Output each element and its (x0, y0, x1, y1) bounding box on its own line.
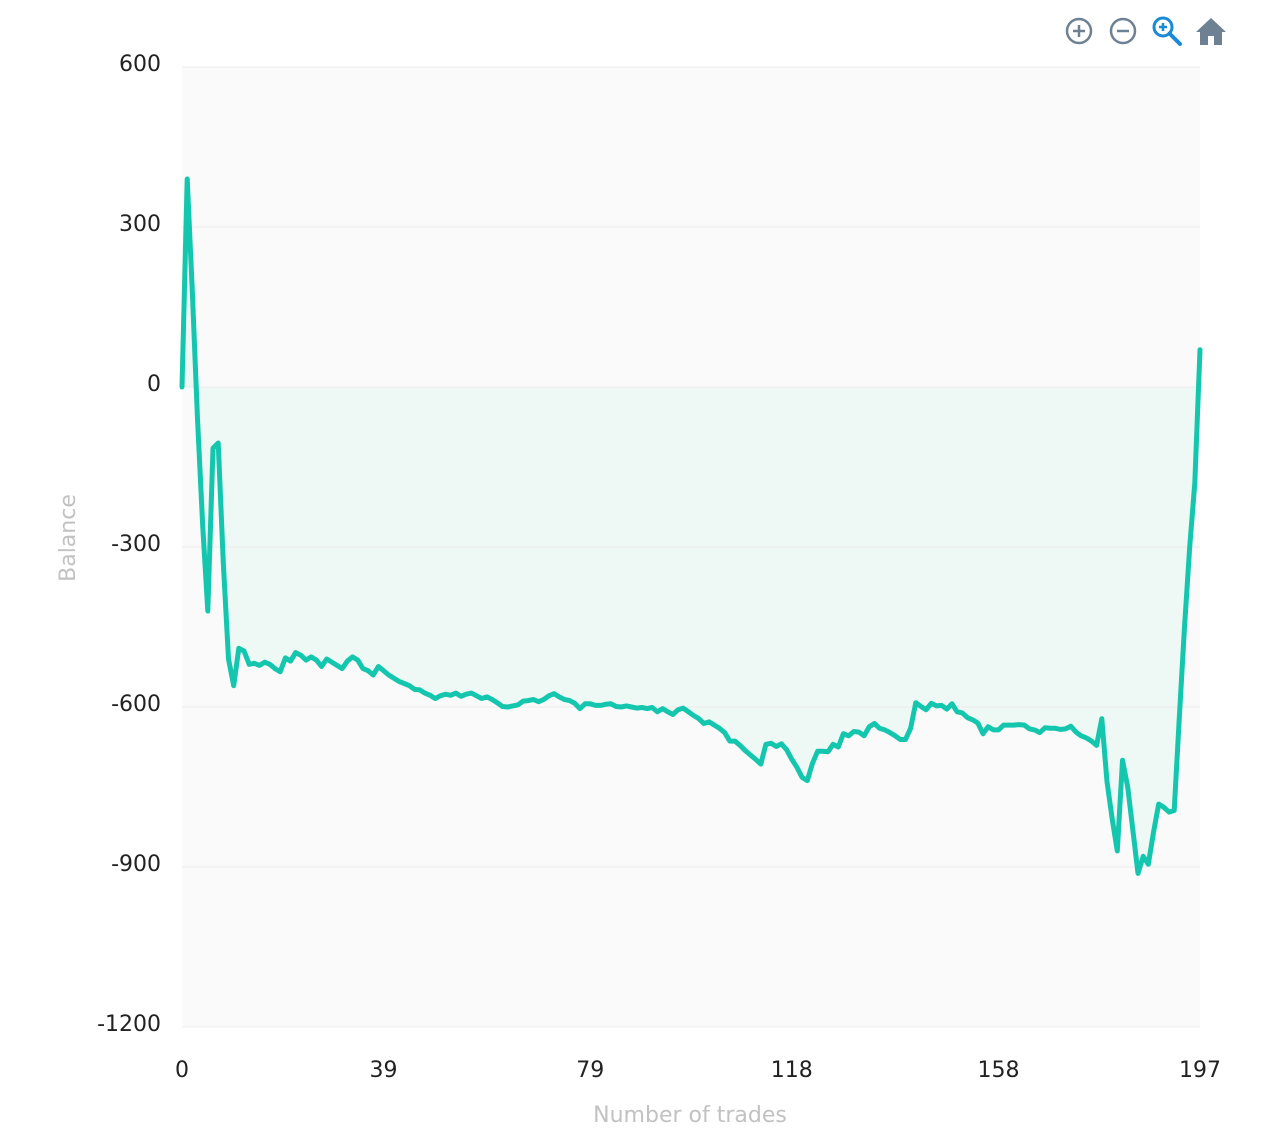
y-tick-label: 600 (119, 52, 161, 77)
y-axis-title: Balance (56, 494, 81, 582)
x-tick-label: 158 (977, 1058, 1019, 1083)
y-tick-label: 0 (147, 372, 161, 397)
grid-lines (182, 66, 1200, 1028)
chart-toolbar (1062, 14, 1228, 48)
zoom-in-icon (1065, 17, 1093, 45)
y-tick-label: -300 (111, 532, 161, 557)
x-tick-label: 197 (1179, 1058, 1221, 1083)
y-axis-ticks: 600 300 0 -300 -600 -900 -1200 (97, 52, 161, 1037)
x-axis-ticks: 0 39 79 118 158 197 (175, 1058, 1221, 1083)
y-tick-label: -1200 (97, 1012, 161, 1037)
x-tick-label: 39 (370, 1058, 398, 1083)
x-tick-label: 79 (576, 1058, 604, 1083)
home-icon (1196, 18, 1226, 45)
x-tick-label: 118 (771, 1058, 813, 1083)
x-tick-label: 0 (175, 1058, 189, 1083)
line-layer (179, 176, 1203, 876)
zoom-out-button[interactable] (1106, 14, 1140, 48)
y-tick-label: 300 (119, 212, 161, 237)
zoom-select-icon (1152, 16, 1182, 46)
x-axis-title: Number of trades (593, 1103, 787, 1128)
zoom-out-icon (1109, 17, 1137, 45)
fill-layer (182, 179, 1200, 874)
zoom-select-button[interactable] (1150, 14, 1184, 48)
reset-zoom-button[interactable] (1194, 14, 1228, 48)
area-fill (182, 179, 1200, 874)
y-tick-label: -900 (111, 852, 161, 877)
balance-series-line (179, 176, 1203, 876)
y-tick-label: -600 (111, 692, 161, 717)
zoom-in-button[interactable] (1062, 14, 1096, 48)
